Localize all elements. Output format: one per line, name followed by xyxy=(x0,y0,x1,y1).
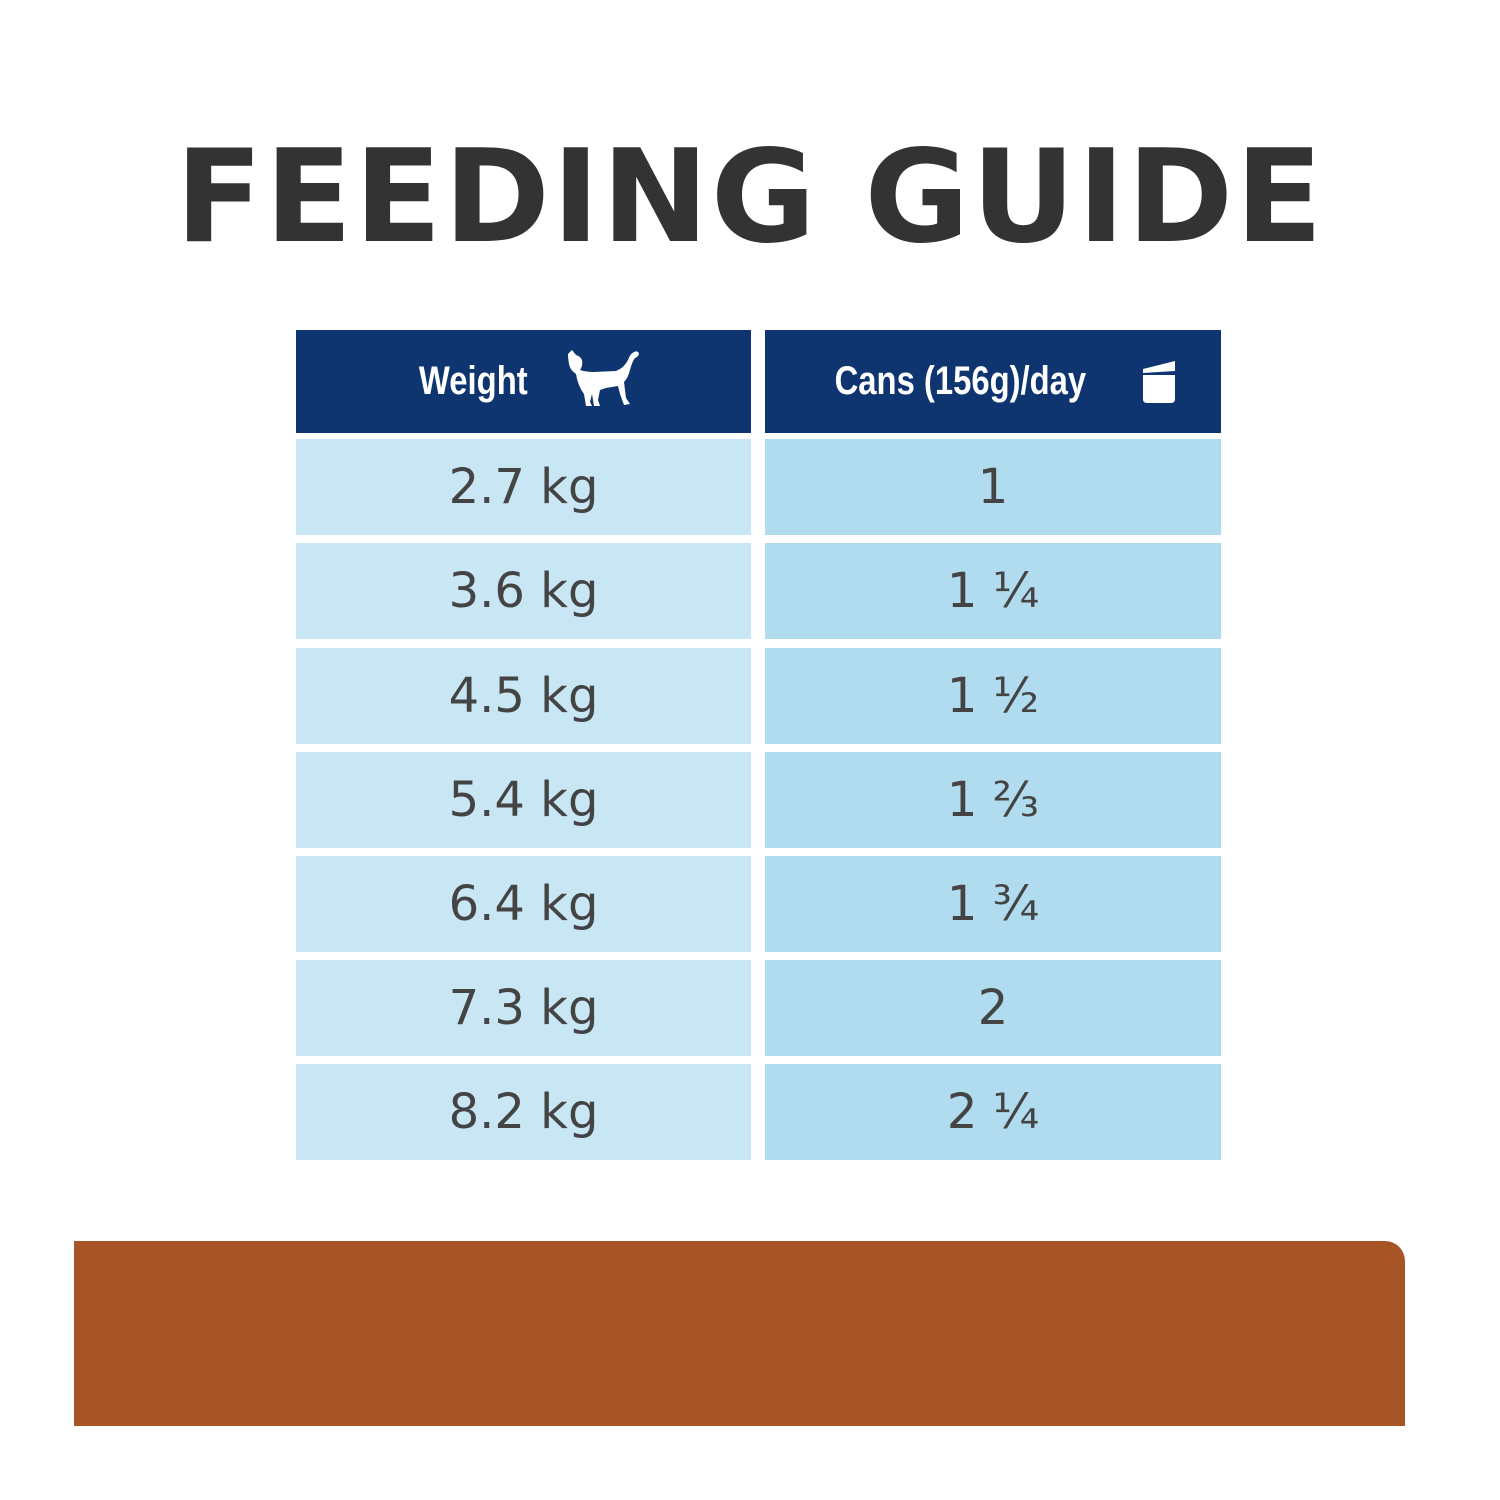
cans-cell: 1 ¼ xyxy=(765,543,1221,639)
cat-icon xyxy=(566,349,640,414)
weight-cell: 6.4 kg xyxy=(296,856,751,952)
page-title: FEEDING GUIDE xyxy=(175,123,1325,272)
weight-cell: 7.3 kg xyxy=(296,960,751,1056)
weight-header-label: Weight xyxy=(419,359,528,403)
weight-cell: 3.6 kg xyxy=(296,543,751,639)
cans-header-label: Cans (156g)/day xyxy=(834,359,1086,403)
weight-cell: 2.7 kg xyxy=(296,439,751,535)
cans-cell: 1 ⅔ xyxy=(765,752,1221,848)
weight-column: Weight 2.7 kg 3.6 kg 4.5 kg 5.4 kg 6.4 kg 7.3… xyxy=(296,330,751,1160)
bottom-banner xyxy=(74,1241,1405,1426)
cans-cell: 1 ½ xyxy=(765,648,1221,744)
cans-cell: 1 ¾ xyxy=(765,856,1221,952)
weight-cell: 5.4 kg xyxy=(296,752,751,848)
weight-cell: 8.2 kg xyxy=(296,1064,751,1160)
weight-cell: 4.5 kg xyxy=(296,648,751,744)
cans-header: Cans (156g)/day xyxy=(765,330,1221,433)
cans-cell: 2 ¼ xyxy=(765,1064,1221,1160)
cans-cell: 2 xyxy=(765,960,1221,1056)
can-icon xyxy=(1139,355,1179,409)
weight-header: Weight xyxy=(296,330,751,433)
cans-cell: 1 xyxy=(765,439,1221,535)
